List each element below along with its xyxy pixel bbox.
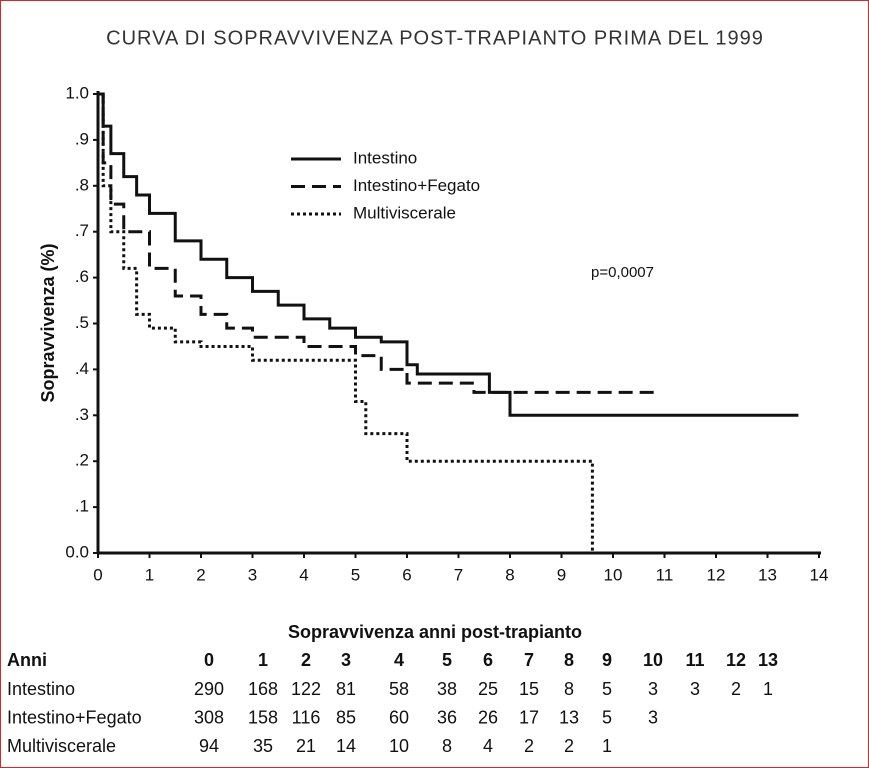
table-cell: 158 bbox=[248, 707, 278, 727]
table-header: 7 bbox=[524, 650, 534, 670]
table-cell: 4 bbox=[483, 736, 493, 756]
chart-title: CURVA DI SOPRAVVIVENZA POST-TRAPIANTO PR… bbox=[106, 27, 764, 49]
x-tick-label: 12 bbox=[707, 565, 726, 584]
legend-label: Intestino+Fegato bbox=[353, 176, 480, 195]
table-cell: 5 bbox=[602, 707, 612, 727]
table-cell: 1 bbox=[763, 679, 773, 699]
table-cell: 15 bbox=[519, 679, 539, 699]
row-label: Intestino bbox=[7, 679, 75, 699]
table-cell: 8 bbox=[442, 736, 452, 756]
table-cell: 26 bbox=[478, 707, 498, 727]
y-tick-label: 0.0 bbox=[65, 542, 89, 561]
y-tick-label: .5 bbox=[75, 313, 89, 332]
x-tick-label: 1 bbox=[145, 565, 154, 584]
table-cell: 14 bbox=[336, 736, 356, 756]
y-tick-label: .1 bbox=[75, 497, 89, 516]
table-cell: 85 bbox=[336, 707, 356, 727]
annotation: p=0,0007 bbox=[591, 264, 654, 281]
y-tick-label: .2 bbox=[75, 451, 89, 470]
x-tick-label: 0 bbox=[93, 565, 102, 584]
table-header: 13 bbox=[758, 650, 778, 670]
table-header: 5 bbox=[442, 650, 452, 670]
x-tick-label: 6 bbox=[402, 565, 411, 584]
x-tick-label: 8 bbox=[505, 565, 514, 584]
y-tick-label: .8 bbox=[75, 175, 89, 194]
table-header: 9 bbox=[602, 650, 612, 670]
table-cell: 3 bbox=[690, 679, 700, 699]
y-tick-label: .9 bbox=[75, 129, 89, 148]
table-cell: 308 bbox=[194, 707, 224, 727]
table-cell: 10 bbox=[389, 736, 409, 756]
x-tick-label: 4 bbox=[299, 565, 308, 584]
x-tick-label: 10 bbox=[604, 565, 623, 584]
table-cell: 38 bbox=[437, 679, 457, 699]
y-tick-label: 1.0 bbox=[65, 83, 89, 102]
survival-curve bbox=[98, 92, 594, 553]
y-tick-label: .6 bbox=[75, 267, 89, 286]
table-cell: 1 bbox=[602, 736, 612, 756]
table-header: 6 bbox=[483, 650, 493, 670]
table-cell: 94 bbox=[199, 736, 219, 756]
survival-curve bbox=[98, 92, 660, 394]
table-header: 0 bbox=[204, 650, 214, 670]
x-tick-label: 2 bbox=[196, 565, 205, 584]
table-cell: 2 bbox=[564, 736, 574, 756]
table-header: 11 bbox=[685, 650, 704, 670]
table-header: 10 bbox=[643, 650, 663, 670]
table-cell: 17 bbox=[519, 707, 539, 727]
table-cell: 25 bbox=[478, 679, 498, 699]
table-cell: 58 bbox=[389, 679, 409, 699]
legend-label: Multiviscerale bbox=[353, 203, 456, 222]
table-cell: 5 bbox=[602, 679, 612, 699]
row-label: Intestino+Fegato bbox=[7, 707, 142, 727]
table-cell: 290 bbox=[194, 679, 224, 699]
y-axis-label: Sopravvivenza (%) bbox=[38, 243, 58, 402]
table-cell: 8 bbox=[564, 679, 574, 699]
table-cell: 3 bbox=[648, 679, 658, 699]
table-cell: 13 bbox=[559, 707, 579, 727]
table-cell: 116 bbox=[292, 707, 321, 727]
y-tick-label: .3 bbox=[75, 405, 89, 424]
table-cell: 168 bbox=[248, 679, 278, 699]
table-header: 2 bbox=[301, 650, 311, 670]
table-cell: 2 bbox=[731, 679, 741, 699]
table-cell: 81 bbox=[336, 679, 356, 699]
y-tick-label: .7 bbox=[75, 221, 89, 240]
x-tick-label: 5 bbox=[351, 565, 360, 584]
x-tick-label: 9 bbox=[557, 565, 566, 584]
x-tick-label: 14 bbox=[810, 565, 829, 584]
table-cell: 36 bbox=[437, 707, 457, 727]
row-label: Multiviscerale bbox=[7, 736, 116, 756]
x-tick-label: 7 bbox=[454, 565, 463, 584]
table-header: 4 bbox=[394, 650, 404, 670]
x-tick-label: 11 bbox=[656, 565, 674, 584]
table-header: Anni bbox=[7, 650, 47, 670]
table-header: 8 bbox=[564, 650, 574, 670]
table-header: 3 bbox=[341, 650, 351, 670]
x-tick-label: 3 bbox=[248, 565, 257, 584]
table-cell: 3 bbox=[648, 707, 658, 727]
table-title: Sopravvivenza anni post-trapianto bbox=[288, 622, 582, 642]
legend-label: Intestino bbox=[353, 148, 417, 167]
table-cell: 122 bbox=[291, 679, 321, 699]
y-tick-label: .4 bbox=[75, 359, 89, 378]
table-cell: 35 bbox=[253, 736, 273, 756]
x-tick-label: 13 bbox=[758, 565, 777, 584]
table-cell: 60 bbox=[389, 707, 409, 727]
table-header: 12 bbox=[726, 650, 746, 670]
table-cell: 21 bbox=[296, 736, 316, 756]
table-header: 1 bbox=[258, 650, 268, 670]
table-cell: 2 bbox=[524, 736, 534, 756]
survival-curve bbox=[98, 92, 799, 417]
